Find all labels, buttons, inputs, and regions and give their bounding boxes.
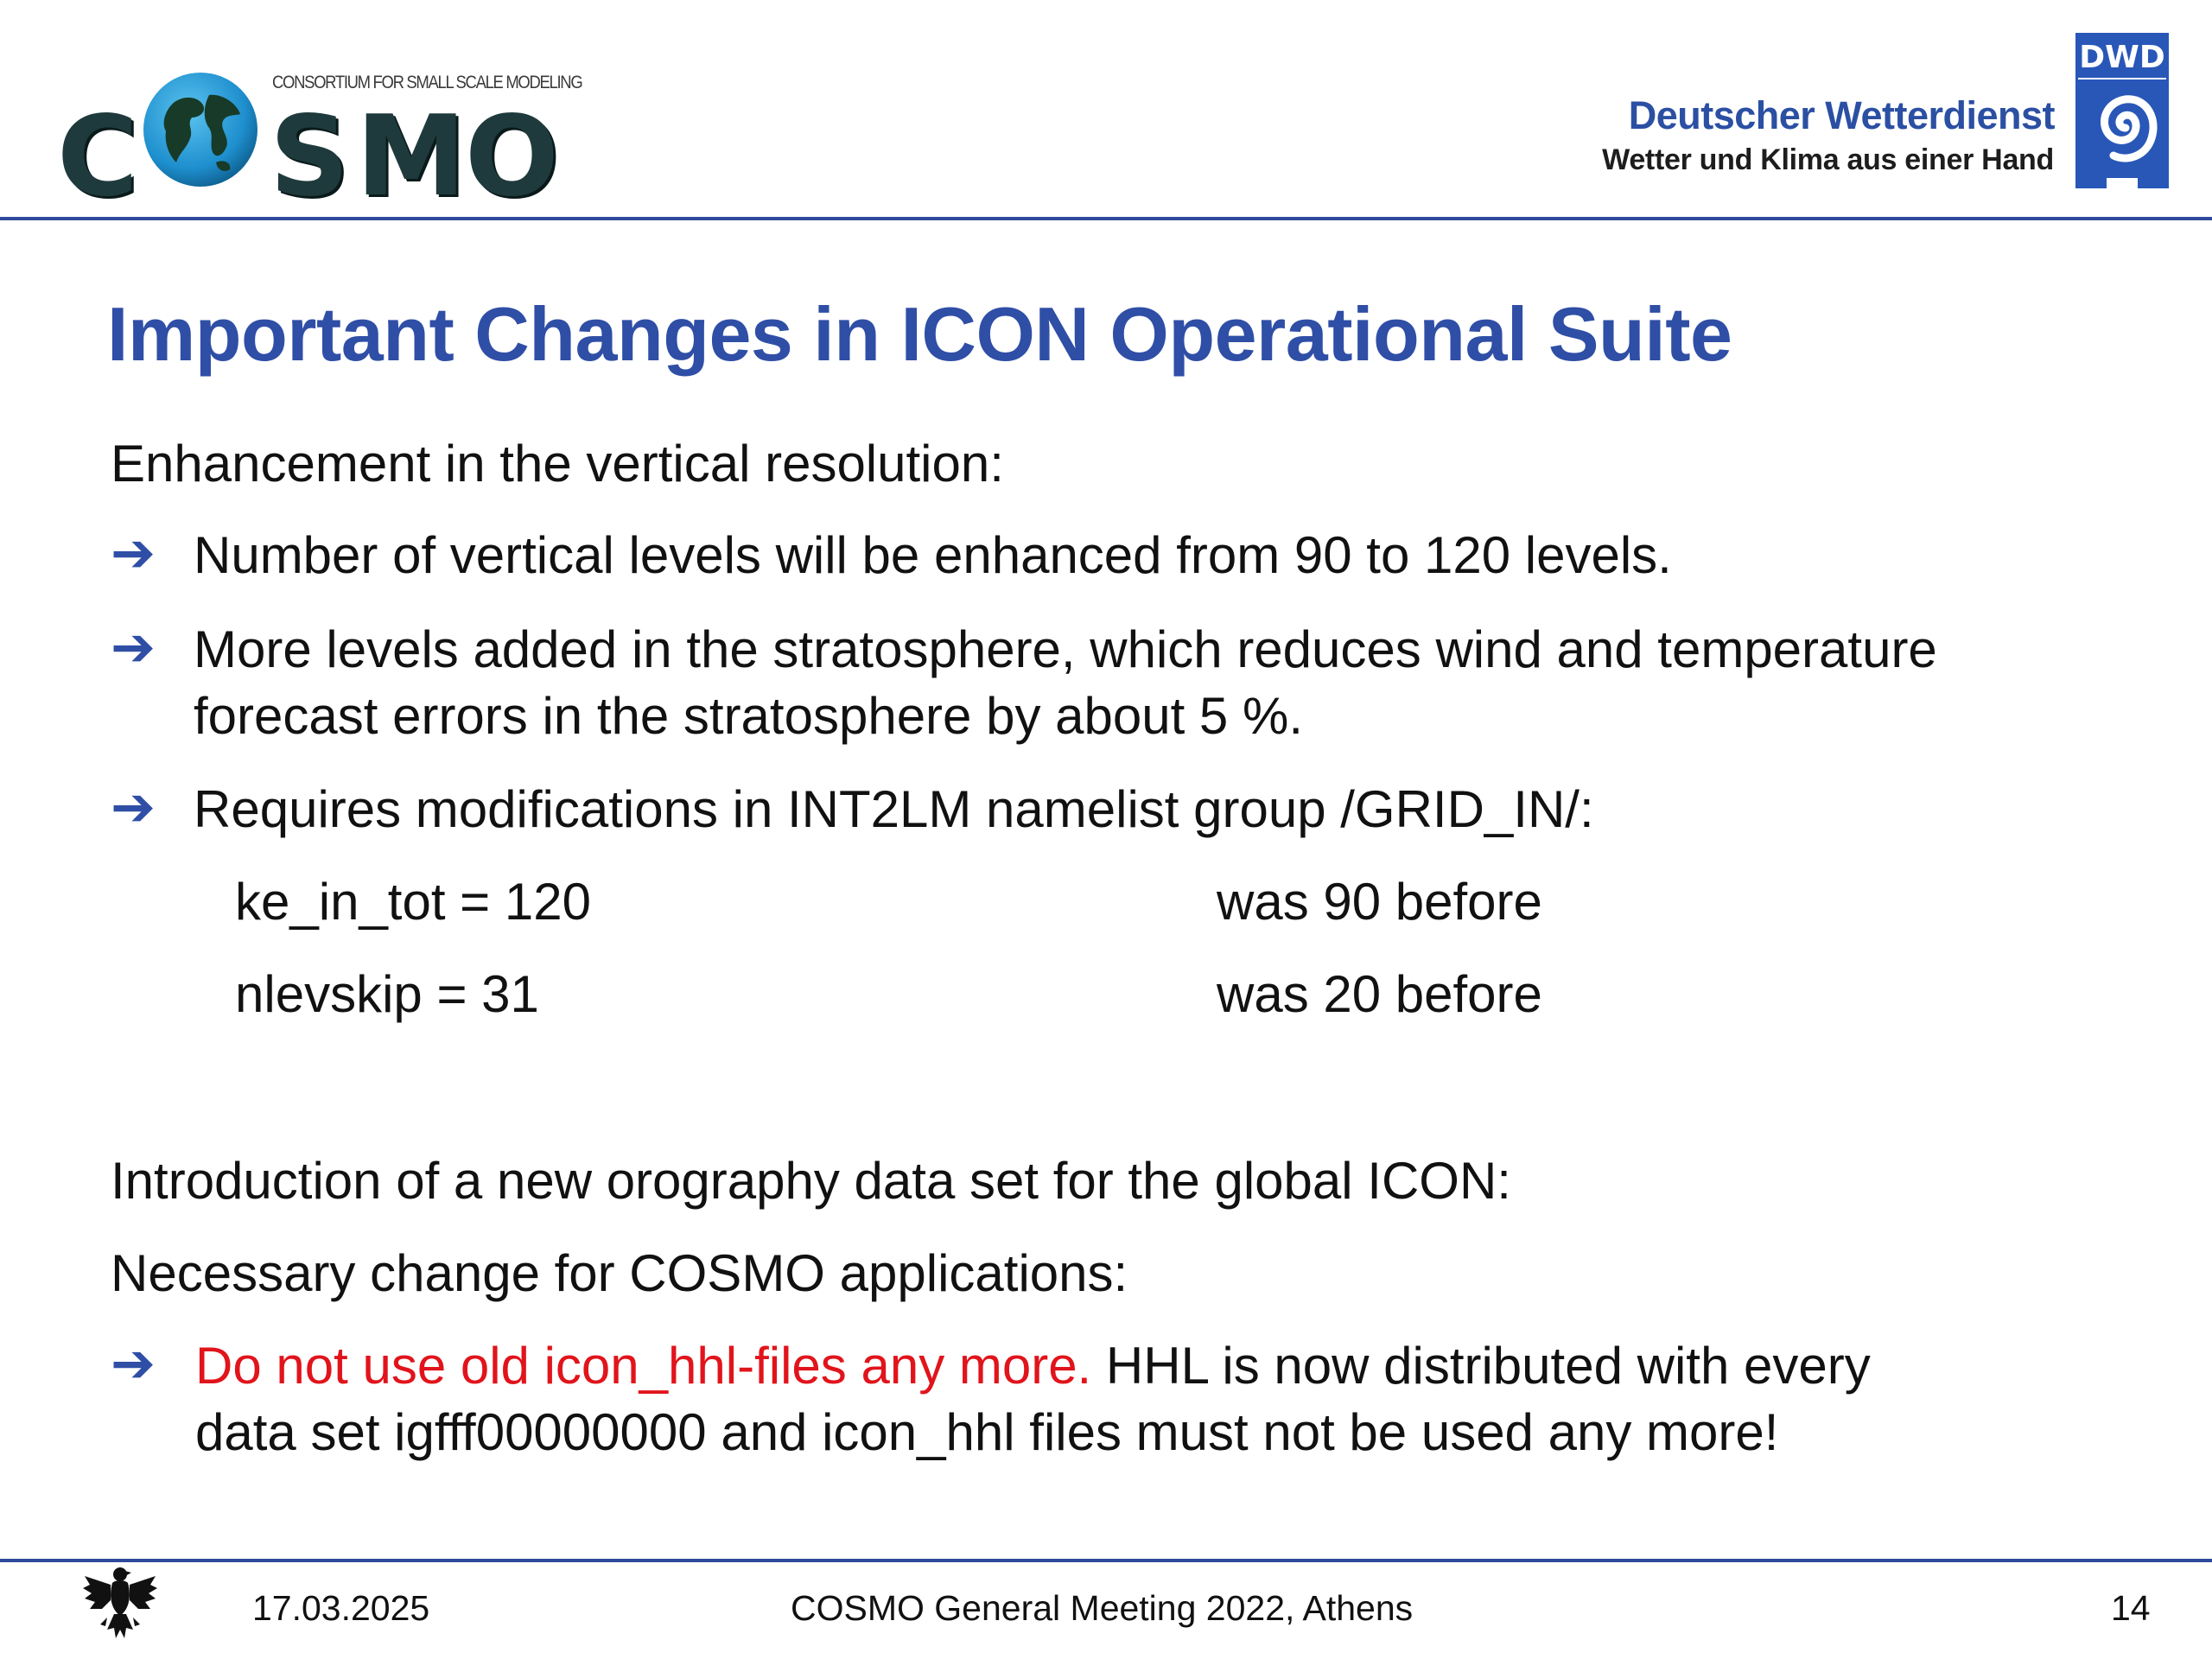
- bullet-text: More levels added in the stratosphere, w…: [194, 620, 1937, 678]
- arrow-bullet-icon: ➔: [111, 778, 156, 837]
- header-rule: [0, 217, 2212, 220]
- final-bullet-line2: data set igfff00000000 and icon_hhl file…: [195, 1403, 1779, 1461]
- final-bullet-rest: HHL is now distributed with every: [1091, 1337, 1871, 1395]
- setting-ke-in-tot: ke_in_tot = 120: [235, 873, 592, 931]
- warning-text: Do not use old icon_hhl-files any more.: [195, 1337, 1092, 1395]
- cosmo-letter-c: C: [57, 92, 138, 221]
- dwd-name: Deutscher Wetterdienst: [1628, 93, 2056, 137]
- setting-note: was 20 before: [1217, 965, 1542, 1023]
- dwd-logo-text: DWD: [2079, 40, 2164, 75]
- footer-rule: [0, 1559, 2212, 1562]
- dwd-logo: DWD: [2075, 33, 2169, 188]
- section-heading-orography: Introduction of a new orography data set…: [111, 1152, 1511, 1210]
- final-bullet-line1: Do not use old icon_hhl-files any more. …: [195, 1332, 1871, 1399]
- spiral-icon: [2101, 95, 2158, 162]
- bullet-text-continued: forecast errors in the stratosphere by a…: [194, 687, 1303, 745]
- globe-icon: [143, 73, 257, 187]
- bullet-text: Requires modifications in INT2LM namelis…: [194, 780, 1594, 838]
- federal-eagle-icon: [83, 1567, 157, 1638]
- slide-title: Important Changes in ICON Operational Su…: [107, 291, 1732, 377]
- cosmo-letter-s: S: [270, 92, 350, 221]
- cosmo-letter-m: M: [356, 92, 467, 221]
- arrow-bullet-icon: ➔: [111, 618, 156, 677]
- section-heading-vertical-resolution: Enhancement in the vertical resolution:: [111, 435, 1004, 493]
- arrow-bullet-icon: ➔: [111, 524, 156, 583]
- arrow-bullet-icon: ➔: [111, 1334, 156, 1394]
- footer-date: 17.03.2025: [252, 1588, 430, 1628]
- dwd-tagline: Wetter und Klima aus einer Hand: [1602, 143, 2054, 176]
- footer-page-number: 14: [2111, 1588, 2151, 1628]
- cosmo-letter-o: O: [465, 92, 559, 221]
- bullet-text: Number of vertical levels will be enhanc…: [194, 526, 1672, 584]
- section-heading-cosmo-change: Necessary change for COSMO applications:: [111, 1244, 1128, 1302]
- footer-event: COSMO General Meeting 2022, Athens: [791, 1588, 1414, 1628]
- setting-nlevskip: nlevskip = 31: [235, 965, 539, 1023]
- setting-note: was 90 before: [1217, 873, 1542, 931]
- cosmo-tagline: CONSORTIUM FOR SMALL SCALE MODELING: [272, 73, 583, 92]
